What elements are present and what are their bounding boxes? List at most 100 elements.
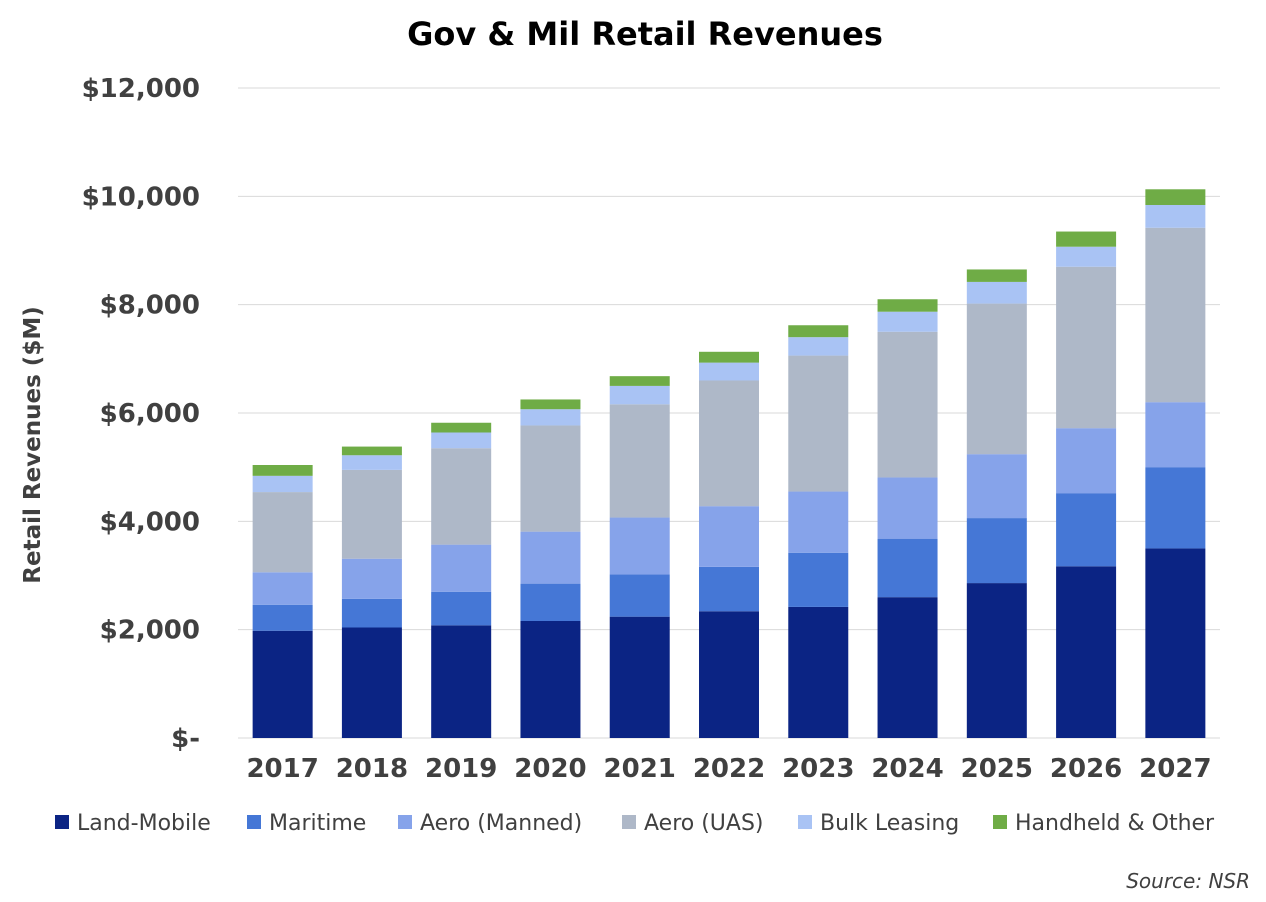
bar-segment [1056,493,1117,567]
x-tick-label: 2022 [693,754,765,784]
bar-segment [520,531,581,584]
bar-segment [966,281,1027,304]
bar-segment [1056,266,1117,429]
bar-segment [1145,205,1206,228]
bar-segment [788,325,849,338]
bar-segment [431,432,492,449]
bar-segment [341,627,402,738]
bar-segment [1145,189,1206,205]
bar-segment [609,517,670,575]
x-tick-label: 2026 [1050,754,1122,784]
x-axis-ticks: 2017 2018 2019 2020 2021 2022 2023 2024 2025 2026… [246,754,1211,784]
bar-segment [1145,402,1206,468]
x-tick-label: 2017 [246,754,318,784]
bar-segment [1145,548,1206,738]
bar-segment [966,269,1027,282]
legend-swatch [622,815,636,829]
bar-segment [966,303,1027,455]
legend-label: Maritime [269,811,366,836]
bar-segment [966,583,1027,738]
bar-segment [1056,566,1117,738]
bar-segment [252,475,313,493]
bar-segment [788,337,849,356]
legend-swatch [993,815,1007,829]
y-tick-label: $10,000 [82,182,200,212]
bar-segment [431,422,492,433]
legend-label: Aero (Manned) [420,811,582,836]
bar-segment [252,465,313,476]
bar-segment [877,331,938,478]
bar-segment [699,351,759,363]
bar-segment [431,591,492,626]
y-tick-label: $12,000 [82,74,200,104]
bar-segment [609,616,670,738]
legend-label: Handheld & Other [1015,811,1215,836]
bar-segment [699,362,759,381]
x-tick-label: 2019 [425,754,497,784]
bar-segment [699,506,759,567]
bar-segment [609,404,670,518]
bar-segment [520,409,581,426]
y-axis-ticks: $- $2,000 $4,000 $6,000 $8,000 $10,000 $12,000 [82,74,200,754]
legend: Land-Mobile Maritime Aero (Manned) Aero (UA… [55,811,1215,836]
bar-segment [788,491,849,553]
legend-swatch [798,815,812,829]
bar-segment [341,558,402,599]
bar-segment [877,477,938,539]
bar-segment [609,574,670,617]
bar-segment [520,425,581,532]
bar-segment [877,597,938,738]
bar-segment [431,544,492,592]
bar-segment [699,380,759,507]
bar-segment [788,552,849,607]
x-tick-label: 2025 [961,754,1033,784]
bar-segment [966,454,1027,519]
legend-swatch [398,815,412,829]
bar-segment [609,376,670,386]
bar-segment [788,606,849,738]
bar-segment [341,598,402,628]
legend-label: Aero (UAS) [644,811,764,836]
bar-segment [252,630,313,738]
bar-segment [1056,428,1117,494]
legend-swatch [55,815,69,829]
bar-segment [520,399,581,410]
legend-swatch [247,815,261,829]
bar-segment [341,446,402,456]
bar-segment [341,455,402,470]
bar-segment [699,611,759,738]
bar-segment [877,538,938,598]
y-tick-label: $- [171,724,200,754]
bar-segment [341,469,402,559]
source-note: Source: NSR [1126,869,1250,893]
x-tick-label: 2020 [514,754,586,784]
legend-label: Bulk Leasing [820,811,959,836]
bar-segment [877,311,938,332]
bar-segment [520,583,581,621]
bar-segment [877,299,938,312]
bar-segment [431,625,492,738]
x-tick-label: 2023 [782,754,854,784]
x-tick-label: 2018 [336,754,408,784]
bar-segment [1056,231,1117,247]
bar-segment [252,492,313,573]
bar-segment [520,621,581,738]
y-axis-label: Retail Revenues ($M) [20,306,46,583]
x-tick-label: 2027 [1139,754,1211,784]
bar-segment [609,385,670,405]
y-tick-label: $4,000 [100,507,200,537]
bar-segment [252,604,313,631]
y-tick-label: $2,000 [100,616,200,646]
bar-segment [788,355,849,492]
bar-segment [1145,467,1206,549]
chart-title: Gov & Mil Retail Revenues [407,15,883,53]
bar-segment [966,518,1027,584]
bar-segment [1145,227,1206,403]
bars [252,189,1206,738]
bar-segment [1056,246,1117,267]
legend-label: Land-Mobile [77,811,211,836]
x-tick-label: 2021 [604,754,676,784]
bar-segment [252,572,313,605]
y-tick-label: $8,000 [100,291,200,321]
